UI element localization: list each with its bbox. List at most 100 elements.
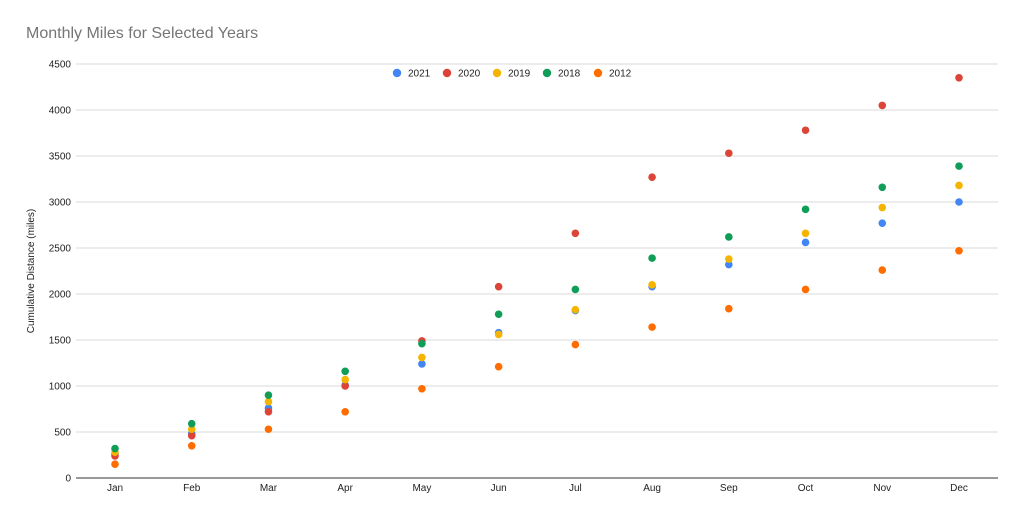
x-tick-labels: Jan Feb Mar Apr May Jun Jul Aug Sep Oct Nov Dec [107,483,968,494]
x-tick-label: Feb [183,483,201,494]
data-point [725,149,733,158]
legend-marker [542,68,552,78]
data-point [571,340,580,349]
series-2018 [111,162,963,453]
data-point [187,431,196,440]
data-point [187,425,196,434]
data-point [878,203,887,212]
series-2012 [111,246,963,469]
data-point [111,460,119,469]
y-tick-label: 1000 [49,382,72,393]
data-point [264,425,273,434]
x-tick-label: Nov [873,483,891,494]
data-point [725,260,733,269]
y-tick-label: 2000 [49,290,72,301]
y-tick-label: 2500 [49,244,72,255]
legend-label: 2020 [458,69,481,80]
x-tick-label: Sep [720,483,738,494]
legend-marker [392,68,402,78]
legend-item-2021: 2021 [392,68,431,80]
y-tick-label: 4500 [49,60,72,71]
chart-title: Monthly Miles for Selected Years [26,25,258,42]
y-tick-label: 0 [65,474,71,485]
series-2019 [111,181,963,457]
x-tick-label: Jan [107,483,123,494]
data-point [878,266,887,274]
data-point [648,281,656,289]
data-point [418,353,426,362]
data-point [801,126,810,135]
data-point [801,238,810,247]
data-point [341,375,349,384]
legend-item-2012: 2012 [593,68,632,80]
data-point [264,397,273,406]
data-point [955,246,963,255]
data-point [111,444,119,453]
data-point [801,205,810,214]
data-point [494,330,503,339]
data-point [648,173,656,181]
legend-item-2019: 2019 [492,68,531,80]
x-tick-label: Jun [491,483,507,494]
data-point [571,305,580,314]
data-point [571,285,580,294]
legend-marker [442,68,452,78]
x-tick-label: Apr [337,483,353,494]
data-point [725,233,733,241]
data-point [878,183,887,192]
legend-marker [593,68,603,78]
data-point [494,282,503,291]
x-tick-label: Oct [798,483,814,494]
data-point [648,254,656,262]
data-point [648,323,656,331]
data-point [494,310,503,319]
x-tick-label: Jul [569,483,582,494]
data-point [801,229,810,238]
x-tick-label: Dec [950,483,968,494]
legend-item-2018: 2018 [542,68,581,80]
data-point [341,407,349,416]
data-point [955,162,963,170]
data-point [187,442,196,450]
y-axis-label: Cumulative Distance (miles) [26,209,37,333]
x-tick-label: Mar [260,483,278,494]
data-point [341,367,349,376]
data-point [571,229,580,238]
legend-label: 2021 [408,69,431,80]
data-point [264,391,273,400]
data-points [111,74,963,469]
legend: 2021 2020 2019 2018 2012 [392,68,632,80]
y-tick-label: 500 [54,428,71,439]
legend-label: 2019 [508,69,531,80]
legend-marker [492,68,502,78]
y-tick-label: 3000 [49,198,72,209]
data-point [801,285,810,294]
data-point [187,419,196,428]
data-point [878,219,887,227]
y-tick-label: 3500 [49,152,72,163]
y-tick-label: 1500 [49,336,72,347]
data-point [725,304,733,313]
data-point [264,407,273,416]
legend-label: 2012 [609,69,632,80]
x-tick-label: May [412,483,431,494]
data-point [955,181,963,190]
data-point [341,382,349,390]
gridlines [76,63,998,479]
data-point [955,74,963,82]
data-point [418,384,426,393]
data-point [494,362,503,371]
data-point [955,198,963,206]
series-2020 [111,74,963,460]
data-point [878,101,887,110]
series-2021 [111,198,963,458]
legend-item-2020: 2020 [442,68,481,80]
data-point [725,255,733,263]
y-tick-label: 4000 [49,106,72,117]
data-point [418,360,426,368]
y-tick-labels: 0 500 1000 1500 2000 2500 3000 3500 4000 4500 [49,60,72,485]
legend-label: 2018 [558,69,581,80]
x-tick-label: Aug [643,483,661,494]
data-point [418,339,426,348]
